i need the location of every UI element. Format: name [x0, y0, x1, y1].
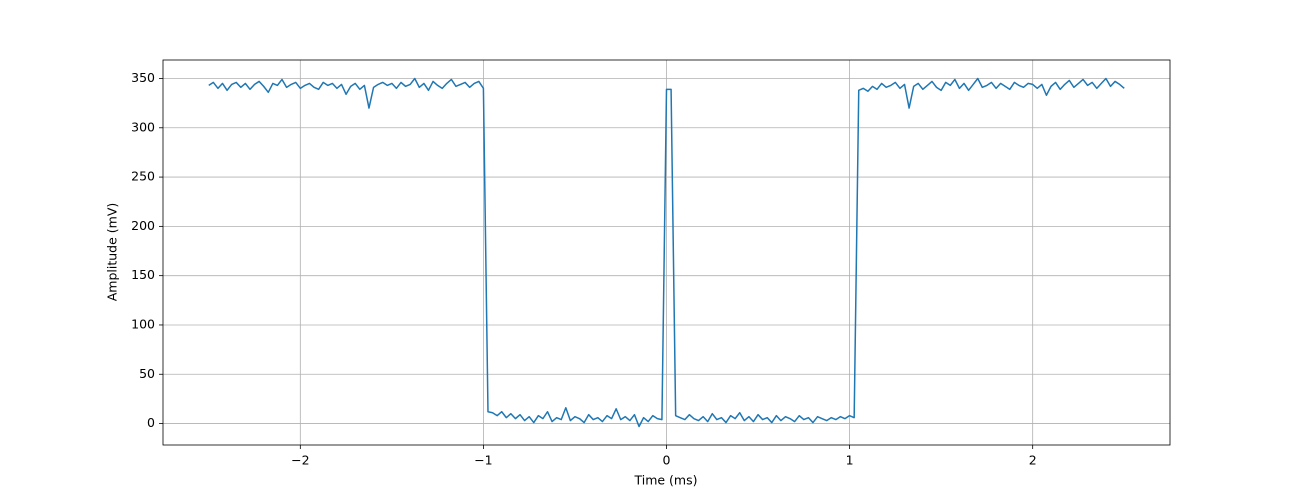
x-axis-label: Time (ms) — [633, 473, 697, 488]
y-tick-label: 0 — [147, 415, 155, 430]
y-tick-label: 200 — [131, 218, 155, 233]
x-tick-label: −1 — [474, 453, 492, 468]
y-tick-label: 250 — [131, 169, 155, 184]
x-tick-label: 1 — [846, 453, 854, 468]
y-tick-label: 150 — [131, 267, 155, 282]
plot-area — [208, 77, 1125, 428]
x-tick-label: 0 — [663, 453, 671, 468]
grid — [163, 60, 1170, 445]
y-axis-label: Amplitude (mV) — [105, 203, 120, 302]
y-tick-label: 300 — [131, 119, 155, 134]
x-tick-label: 2 — [1029, 453, 1037, 468]
y-tick-label: 50 — [139, 366, 155, 381]
y-tick-label: 100 — [131, 316, 155, 331]
x-tick-label: −2 — [291, 453, 309, 468]
y-tick-label: 350 — [131, 70, 155, 85]
data-line — [208, 77, 1125, 428]
